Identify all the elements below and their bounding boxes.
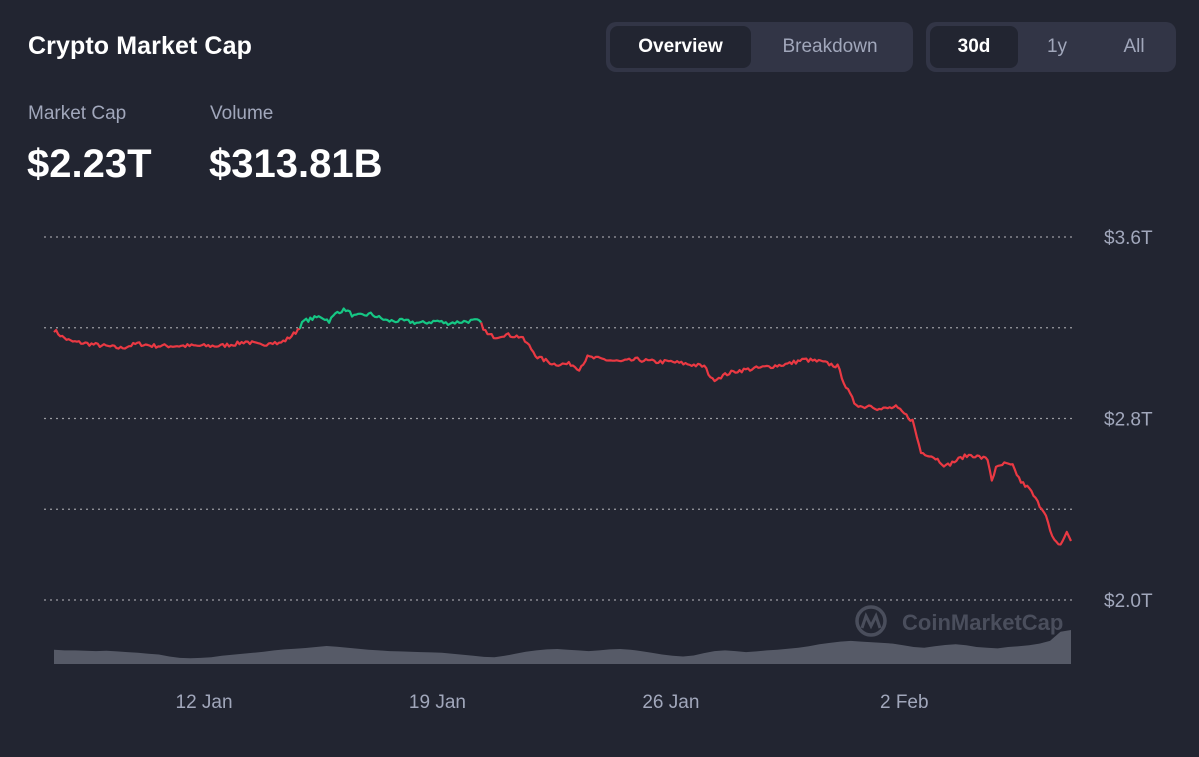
view-tab-group: Overview Breakdown xyxy=(606,22,913,72)
volume-label: Volume xyxy=(210,103,274,124)
coinmarketcap-logo-mark xyxy=(860,612,882,630)
market-cap-value: $2.23T xyxy=(27,142,152,186)
x-tick-label: 12 Jan xyxy=(176,692,233,713)
range-1y-button[interactable]: 1y xyxy=(1046,36,1068,57)
x-tick-label: 2 Feb xyxy=(880,692,929,713)
price-line-down-segment[interactable] xyxy=(480,322,1072,546)
watermark-text: CoinMarketCap xyxy=(902,610,1063,635)
tab-overview[interactable]: Overview xyxy=(610,26,751,68)
range-30d-button[interactable]: 30d xyxy=(930,26,1018,68)
watermark: CoinMarketCap xyxy=(855,605,1063,637)
range-tab-group: 30d 1y All xyxy=(926,22,1176,72)
range-all-button[interactable]: All xyxy=(1123,36,1145,57)
y-tick-label: $2.0T xyxy=(1104,591,1153,612)
volume-area xyxy=(54,630,1071,664)
market-cap-label: Market Cap xyxy=(28,103,127,124)
x-tick-label: 19 Jan xyxy=(409,692,466,713)
price-line-down-segment[interactable] xyxy=(53,327,301,350)
y-tick-label: $2.8T xyxy=(1104,410,1153,431)
tab-breakdown[interactable]: Breakdown xyxy=(782,36,878,57)
price-line-up-segment[interactable] xyxy=(298,307,483,329)
y-tick-label: $3.6T xyxy=(1104,228,1153,249)
x-tick-label: 26 Jan xyxy=(642,692,699,713)
page-title: Crypto Market Cap xyxy=(28,32,252,60)
coinmarketcap-logo-icon xyxy=(855,605,887,637)
volume-value: $313.81B xyxy=(209,142,383,186)
